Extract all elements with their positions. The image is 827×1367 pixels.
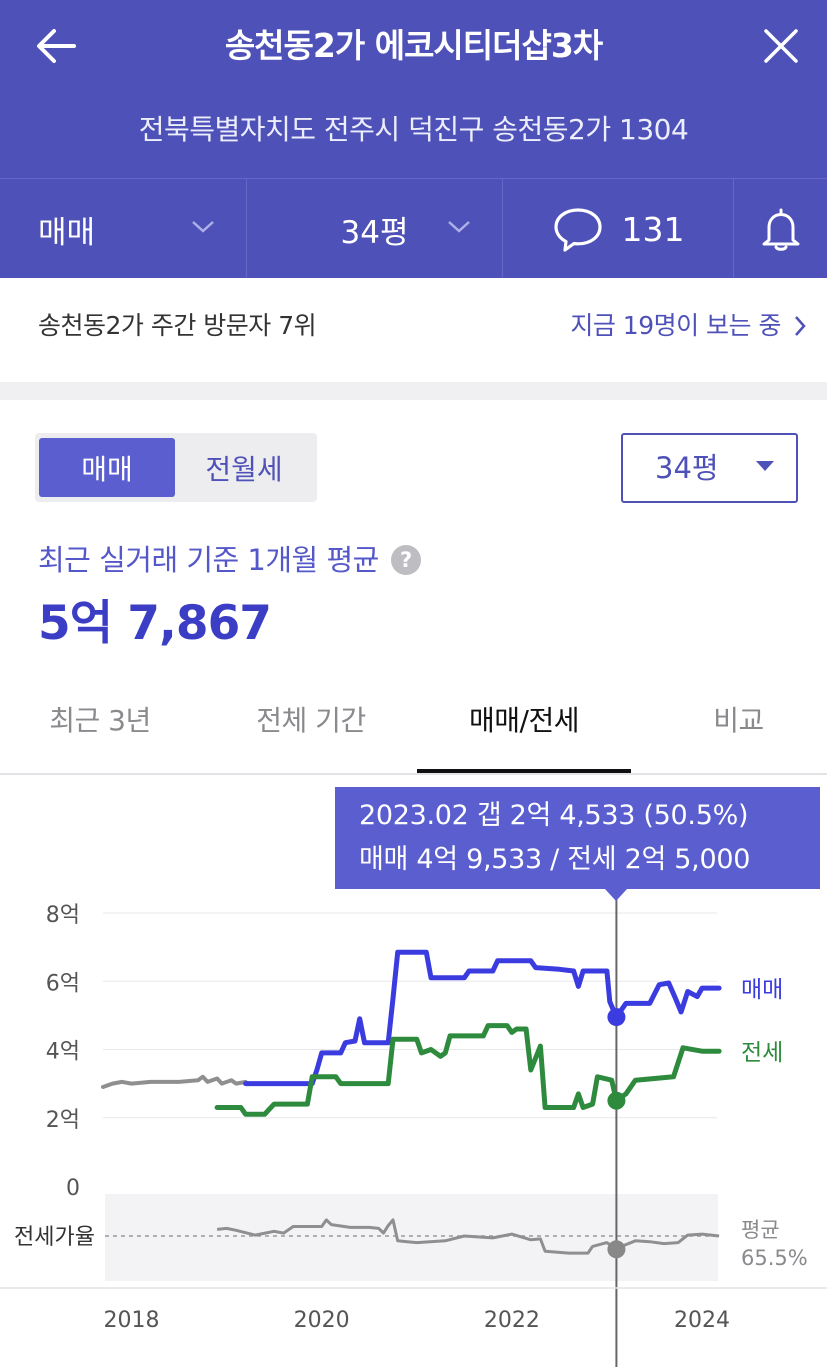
- chart-tooltip: 2023.02 갭 2억 4,533 (50.5%) 매매 4억 9,533 /…: [335, 787, 820, 889]
- x-tick-label: 2022: [484, 1308, 540, 1333]
- deal-type-dropdown[interactable]: 매매: [0, 179, 246, 279]
- x-tick-label: 2018: [104, 1308, 160, 1333]
- y-tick-label: 0: [66, 1176, 80, 1201]
- y-tick-label: 8억: [46, 903, 80, 928]
- x-tick-label: 2024: [674, 1308, 730, 1333]
- tooltip-pointer: [605, 889, 627, 901]
- arrow-left-icon: [37, 29, 76, 63]
- app-header: 송천동2가 에코시티더샵3차 전북특별자치도 전주시 덕진구 송천동2가 130…: [0, 0, 827, 279]
- period-tabs: 최근 3년 전체 기간 매매/전세 비교: [0, 683, 827, 775]
- selected-ratio-point: [607, 1240, 626, 1259]
- live-viewers-link[interactable]: 지금 19명이 보는 중: [570, 308, 807, 344]
- help-icon[interactable]: ?: [390, 545, 421, 575]
- average-label: 최근 실거래 기준 1개월 평균: [38, 543, 379, 577]
- ratio-label: 전세가율: [14, 1225, 95, 1250]
- y-tick-label: 6억: [46, 971, 80, 996]
- tab-all-period[interactable]: 전체 기간: [256, 704, 366, 737]
- caret-down-icon: [756, 461, 774, 471]
- back-button[interactable]: [30, 22, 82, 70]
- segment-rent-button[interactable]: 전월세: [205, 452, 283, 486]
- series-line-sale: [243, 949, 722, 1087]
- average-price: 5억 7,867: [38, 596, 272, 651]
- y-tick-label: 4억: [46, 1040, 80, 1065]
- legend-label-jeonse: 전세: [741, 1040, 783, 1066]
- header-toolbar: 매매 34평 131: [0, 178, 827, 279]
- size-label: 34평: [340, 214, 409, 251]
- tab-sale-jeonse[interactable]: 매매/전세: [417, 683, 631, 773]
- comment-bubble-icon: [553, 208, 602, 252]
- comments-button[interactable]: 131: [502, 179, 733, 279]
- ratio-line: [216, 1218, 720, 1255]
- selected-jeonse-point: [607, 1091, 626, 1110]
- segment-sale-button[interactable]: 매매: [39, 438, 175, 497]
- tooltip-price-line: 매매 4억 9,533 / 전세 2억 5,000: [359, 844, 751, 875]
- selected-sale-point: [607, 1008, 626, 1027]
- series-line-jeonse: [214, 1023, 722, 1117]
- section-divider: [0, 382, 827, 400]
- comment-count: 131: [621, 209, 685, 249]
- y-tick-label: 2억: [46, 1108, 80, 1133]
- close-icon: [764, 29, 798, 63]
- notification-button[interactable]: [733, 179, 827, 279]
- deal-type-label: 매매: [38, 214, 96, 251]
- page-title: 송천동2가 에코시티더샵3차: [224, 26, 603, 65]
- size-select-value: 34평: [655, 451, 719, 485]
- tab-recent-3y[interactable]: 최근 3년: [49, 704, 151, 737]
- visitor-info-row: 송천동2가 주간 방문자 7위 지금 19명이 보는 중: [0, 278, 827, 382]
- size-select[interactable]: 34평: [621, 433, 798, 503]
- deal-segment-control: 매매 전월세: [35, 433, 317, 502]
- bell-icon: [762, 208, 799, 251]
- address-text: 전북특별자치도 전주시 덕진구 송천동2가 1304: [138, 113, 689, 146]
- visitor-rank: 송천동2가 주간 방문자 7위: [38, 311, 317, 340]
- chevron-down-icon: [192, 221, 214, 233]
- series-line-history: [101, 1074, 248, 1089]
- live-viewers-text: 지금 19명이 보는 중: [570, 311, 781, 340]
- average-label-row: 최근 실거래 기준 1개월 평균 ?: [38, 540, 421, 580]
- chevron-down-icon: [448, 221, 470, 233]
- x-tick-label: 2020: [294, 1308, 350, 1333]
- ratio-band: [105, 1194, 718, 1281]
- ratio-average-value: 65.5%: [741, 1246, 808, 1270]
- legend-label-sale: 매매: [741, 977, 783, 1003]
- ratio-average-label: 평균: [741, 1218, 780, 1242]
- size-dropdown[interactable]: 34평: [246, 179, 502, 279]
- tab-compare[interactable]: 비교: [713, 704, 764, 737]
- tooltip-gap-line: 2023.02 갭 2억 4,533 (50.5%): [359, 800, 749, 831]
- close-button[interactable]: [757, 22, 805, 70]
- chevron-right-icon: [795, 316, 806, 336]
